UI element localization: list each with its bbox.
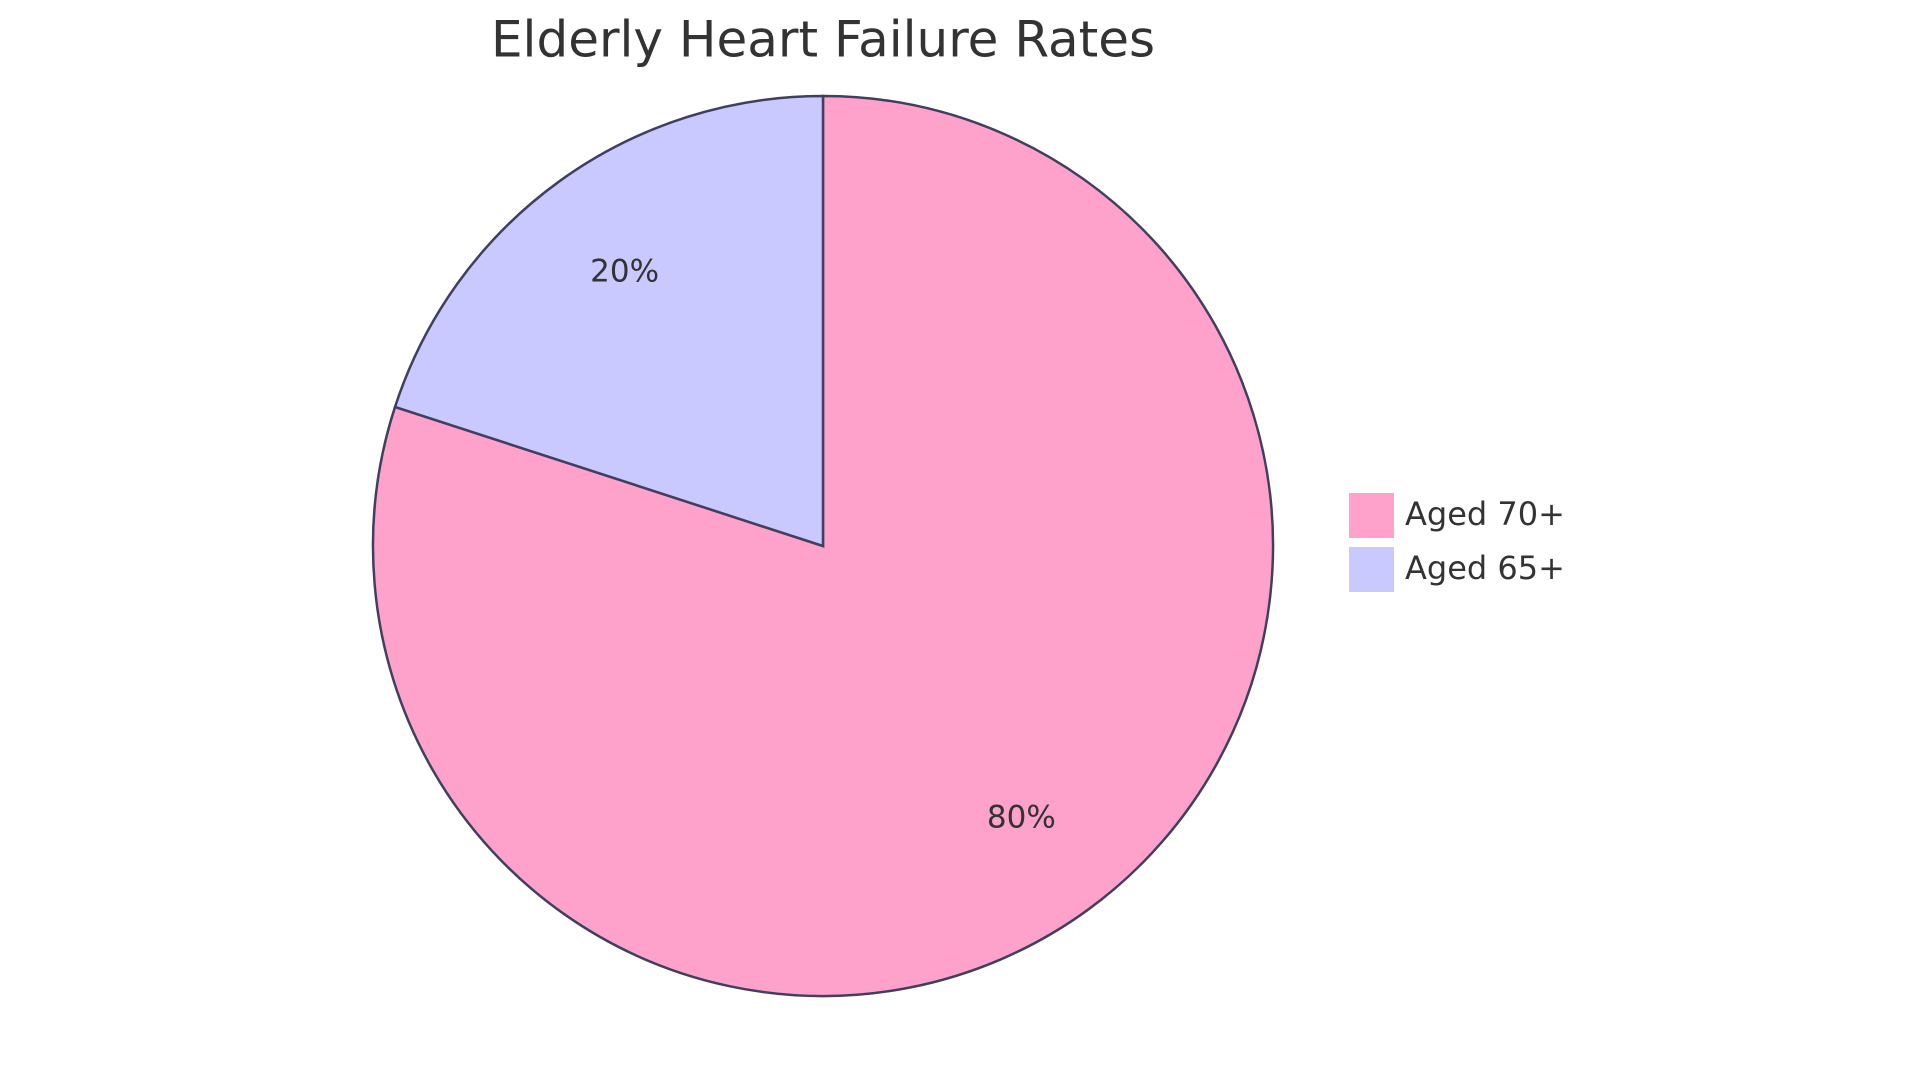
slice-label: 80% bbox=[987, 800, 1056, 836]
legend-label: Aged 65+ bbox=[1405, 549, 1565, 587]
slice-label: 20% bbox=[590, 253, 659, 289]
chart-title: Elderly Heart Failure Rates bbox=[491, 11, 1155, 69]
legend-swatch bbox=[1349, 547, 1394, 592]
legend-swatch bbox=[1349, 493, 1394, 538]
legend-label: Aged 70+ bbox=[1405, 495, 1565, 533]
pie-slice bbox=[393, 94, 825, 548]
